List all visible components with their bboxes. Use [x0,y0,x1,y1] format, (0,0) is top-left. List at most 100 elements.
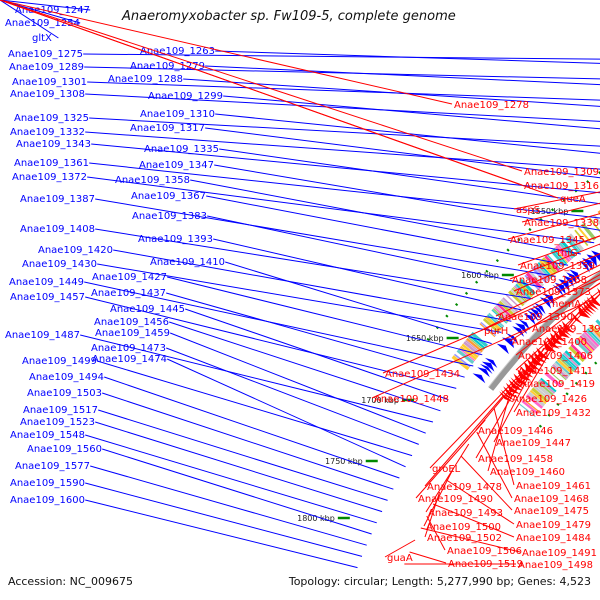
forward-gene [539,297,552,309]
forward-gene [527,310,539,322]
left-gene-label: Anae109_1254 [5,18,80,29]
kbp-tick-label: 1700 kbp [361,396,399,405]
outer-annotation-bar [541,257,558,275]
outer-annotation-bar [517,281,534,298]
summary-text: Topology: circular; Length: 5,277,990 bp… [288,575,591,588]
left-gene-label: Anae109_1517 [23,405,98,416]
right-gene-label: Anae109_1419 [520,379,595,390]
reverse-gene [546,336,560,349]
right-gene-label: Anae109_1500 [426,522,501,533]
forward-gene [586,254,597,267]
left-leader-line [0,0,91,11]
inner-annotation-bar [570,343,587,360]
left-leader-line [223,95,600,130]
right-leader-line [409,551,447,564]
left-gene-label: Anae109_1503 [27,388,102,399]
outer-annotation-bar [508,290,525,307]
inner-annotation-bar [558,357,575,372]
inner-annotation-bar [535,382,553,399]
inner-annotation-bar [578,336,594,353]
left-leader-line [166,358,406,468]
left-leader-line [215,113,600,154]
left-gene-label: Anae109_1308 [10,89,85,100]
left-gene-label: Anae109_1332 [10,127,85,138]
inner-annotation-bar [564,350,581,366]
outer-annotation-bar [528,270,544,287]
inner-annotation-bar [527,391,546,407]
left-leader-line [214,164,600,231]
inner-annotation-bar [587,328,600,343]
right-gene-label: Anae109_1426 [512,394,587,405]
right-leader-line [475,359,534,459]
left-leader-line [213,238,522,311]
forward-gene [582,258,593,271]
left-leader-line [95,421,383,513]
left-leader-line [85,499,358,569]
inner-annotation-bar [519,403,536,417]
outer-annotation-bar [525,272,543,289]
right-leader-line [513,191,600,210]
left-gene-label: Anae109_1347 [139,160,214,171]
left-leader-line [83,53,600,60]
left-gene-label: Anae109_1487 [5,330,80,341]
right-leader-line [493,347,545,443]
left-gene-label: Anae109_1393 [138,234,213,245]
forward-gene [534,302,546,315]
right-leader-line [476,431,513,499]
inner-annotation-bar [585,329,600,346]
inner-annotation-bar [568,346,585,363]
outer-annotation-bar [577,226,592,244]
gene-labels: Anae109_1247 Anae109_1254 gltX Anae109_1275… [0,0,600,571]
forward-gene [523,313,536,325]
right-gene-label: purH [484,326,508,337]
outer-annotation-bar [459,345,477,361]
inner-annotation-bar [531,387,549,403]
inner-annotation-bar [591,324,600,335]
left-leader-line [87,81,600,101]
left-leader-line [206,195,569,266]
forward-gene [566,272,577,285]
right-leader-line [432,503,515,538]
reverse-gene [513,373,528,385]
right-gene-label: aspS [516,205,540,216]
right-leader-line [425,443,470,513]
inner-annotation-bar [544,371,562,388]
right-gene-label: Anae109_1359 [520,261,595,272]
right-gene-label: Anae109_1498 [518,560,593,571]
inner-annotation-bar [540,377,557,393]
inner-annotation-bar [525,394,544,409]
left-leader-line [207,215,545,289]
outer-annotation-bar [588,217,600,233]
outer-annotation-bar [550,249,566,267]
left-leader-line [95,228,533,300]
right-gene-label: Anae109_1484 [516,533,591,544]
left-leader-line [0,0,81,24]
left-leader-line [183,78,600,107]
reverse-gene [570,311,584,325]
outer-annotation-bar [463,341,481,356]
left-gene-label: Anae109_1372 [12,172,87,183]
left-gene-label: Anae109_1289 [9,62,84,73]
right-leader-line [509,282,600,342]
right-leader-line [509,243,600,280]
left-leader-line [102,392,394,490]
inner-annotation-bar [529,389,547,405]
right-gene-label: Anae109_1490 [418,494,493,505]
right-gene-label: Anae109_1368 [512,275,587,286]
kbp-tick-label: 1800 kbp [297,514,335,523]
right-gene-label: Anae109_1390 [498,312,573,323]
right-leader-line [0,0,523,172]
inner-annotation-bar [559,355,577,371]
left-gene-label: Anae109_1408 [20,224,95,235]
right-leader-line [460,455,513,511]
reverse-gene [581,301,594,315]
outer-annotation-bar [465,340,482,354]
left-gene-label: Anae109_1445 [110,304,185,315]
kbp-tick-label: 1550 kbp [531,207,569,216]
left-leader-line [89,162,600,219]
right-gene-label: queA [560,194,586,205]
inner-annotation-bar [595,319,600,327]
left-leader-line [215,50,600,64]
right-gene-label: Anae109_1478 [427,482,502,493]
outer-annotation-bar [531,267,548,284]
